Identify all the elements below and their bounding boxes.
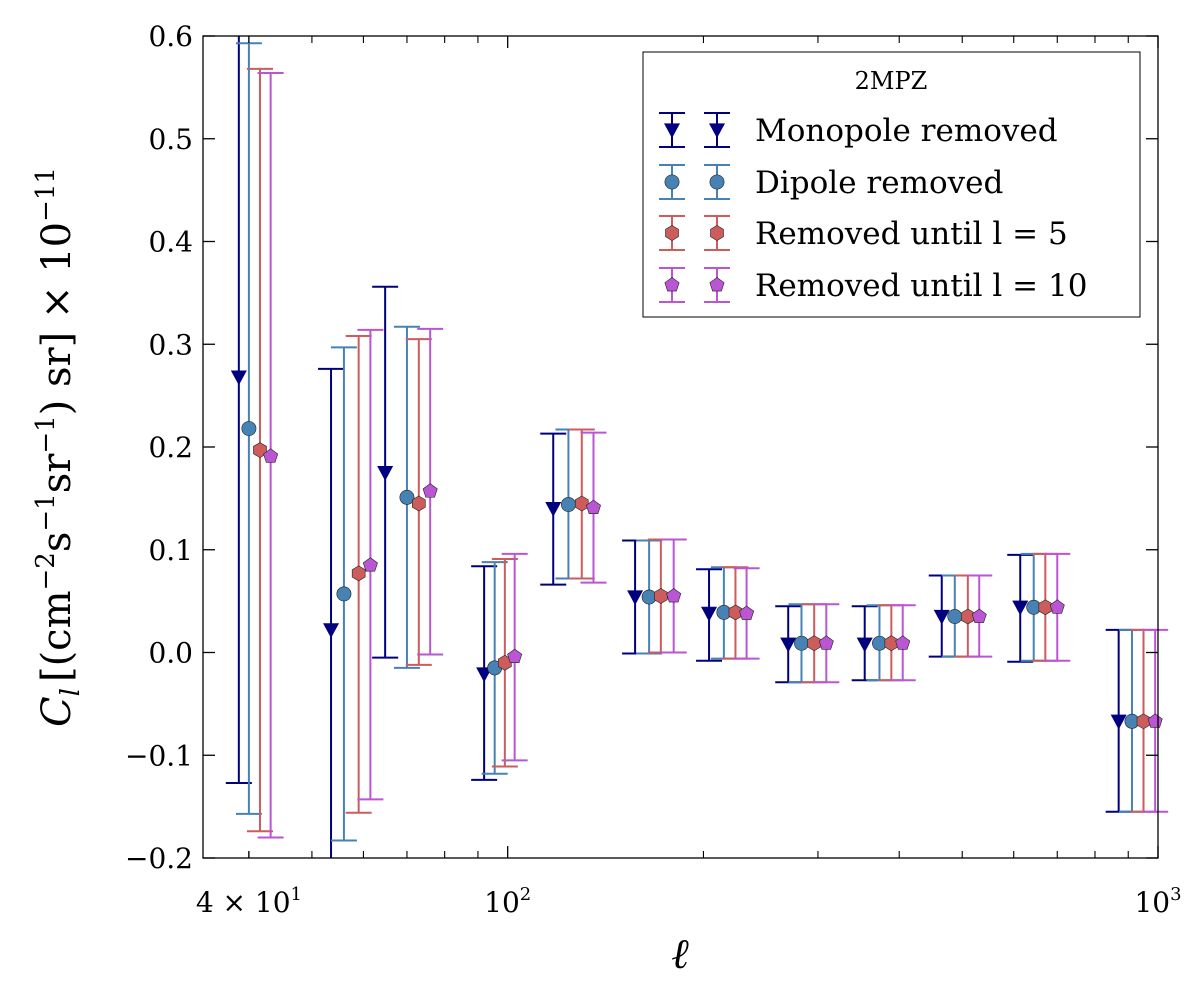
legend-marker-2-0 [665, 225, 679, 241]
point-1-0 [241, 421, 257, 436]
point-0-1 [323, 623, 340, 639]
point-0-4 [545, 501, 562, 517]
point-3-1 [362, 557, 378, 572]
point-3-11 [1147, 713, 1163, 728]
y-label-units-pre: [(cm [34, 590, 80, 682]
y-label-exp4: −11 [31, 167, 61, 222]
point-2-6 [728, 604, 743, 621]
point-1-1 [336, 586, 352, 602]
point-3-7 [818, 635, 834, 650]
point-0-8 [856, 637, 873, 653]
point-2-2 [412, 495, 426, 512]
y-label-subscript: l [56, 688, 86, 696]
legend-entry-0: Monopole removed [659, 112, 1058, 149]
legend-marker-1-1 [709, 174, 725, 190]
legend-label-0: Monopole removed [755, 113, 1058, 149]
point-3-5 [666, 588, 682, 603]
point-1-4 [561, 497, 576, 512]
legend-marker-3-1 [709, 277, 725, 292]
y-tick-label-2: 0.0 [148, 637, 193, 670]
y-label-symbol: C [34, 696, 80, 727]
legend-label-1: Dipole removed [755, 165, 1003, 201]
point-0-5 [627, 590, 644, 606]
y-label-exp2: −1 [31, 493, 61, 531]
y-label-units-mid2: sr [34, 453, 80, 494]
y-tick-label-0: −0.2 [125, 842, 193, 875]
legend-entry-1: Dipole removed [659, 164, 1003, 201]
y-axis-label: Cl[(cm−2s−1sr−1) sr] × 10−11 [31, 167, 86, 727]
point-0-6 [701, 606, 718, 622]
point-3-8 [895, 635, 911, 650]
point-0-10 [1012, 600, 1029, 616]
legend-marker-0-1 [708, 123, 726, 139]
legend-marker-1-0 [664, 174, 680, 190]
point-1-7 [794, 635, 809, 651]
x-tick-label-0: 4 × 101 [196, 884, 302, 919]
legend-label-3: Removed until l = 10 [755, 268, 1087, 304]
series-2 [246, 67, 1157, 833]
y-label-exp3: −1 [31, 415, 61, 453]
legend-marker-3-0 [664, 277, 680, 292]
legend-marker-2-1 [710, 225, 724, 241]
data-marks [225, 36, 1169, 858]
point-3-10 [1049, 599, 1065, 614]
y-label-exp1: −2 [31, 552, 61, 590]
point-2-5 [654, 588, 668, 604]
y-tick-label-5: 0.3 [148, 328, 193, 361]
series-3 [257, 71, 1169, 839]
y-tick-label-4: 0.2 [148, 431, 193, 464]
axes: −0.2 −0.1 0.0 0.1 0.2 0.3 0.4 0.5 0.6 4 × 101 102 1… [125, 20, 1182, 919]
point-0-0 [230, 370, 247, 386]
y-tick-label-3: 0.1 [148, 534, 193, 567]
legend-box [642, 51, 1141, 318]
point-3-3 [507, 648, 523, 663]
y-label-units-post: ) sr] × 10 [34, 222, 80, 415]
point-3-2 [422, 483, 438, 498]
series-1 [235, 42, 1145, 842]
plot-frame [202, 35, 1159, 859]
point-0-9 [933, 609, 950, 625]
legend: 2MPZ Monopole removed Dipole removed Remov… [642, 51, 1141, 318]
legend-entry-2: Removed until l = 5 [659, 215, 1068, 252]
legend-entries: Monopole removed Dipole removed Removed un… [659, 112, 1087, 304]
legend-label-2: Removed until l = 5 [755, 216, 1068, 252]
point-0-11 [1110, 714, 1127, 730]
point-0-2 [377, 466, 394, 481]
point-1-9 [947, 609, 963, 624]
legend-title: 2MPZ [855, 67, 928, 95]
x-tick-label-1: 102 [484, 884, 531, 919]
x-tick-label-2: 103 [1134, 884, 1181, 919]
y-label-units-mid1: s [34, 532, 80, 553]
point-3-0 [263, 448, 279, 463]
y-tick-label-7: 0.5 [148, 123, 193, 156]
point-2-4 [574, 495, 589, 512]
point-0-3 [476, 667, 493, 683]
point-0-7 [780, 637, 797, 653]
y-tick-label-6: 0.4 [148, 226, 193, 259]
point-1-8 [872, 635, 887, 651]
legend-entry-3: Removed until l = 10 [659, 267, 1087, 304]
point-1-2 [399, 489, 415, 505]
y-tick-label-1: −0.1 [125, 739, 193, 772]
y-tick-label-8: 0.6 [148, 20, 193, 53]
x-axis-label: ℓ [671, 929, 689, 978]
point-3-9 [971, 608, 987, 623]
point-3-6 [739, 605, 755, 620]
legend-marker-0-0 [663, 123, 681, 139]
point-3-4 [585, 499, 601, 514]
